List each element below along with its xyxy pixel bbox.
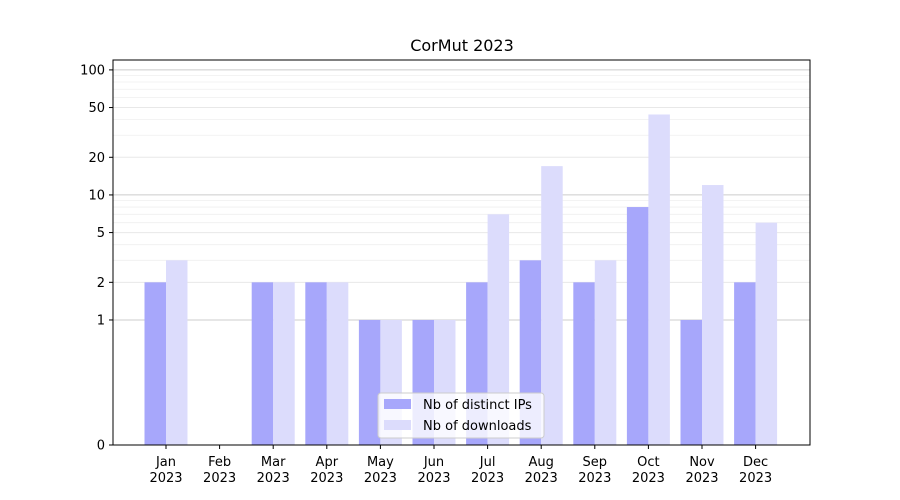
legend-box — [377, 392, 545, 439]
bar-downloads — [273, 282, 295, 445]
bar-downloads — [594, 260, 617, 445]
bar-downloads — [326, 282, 349, 445]
x-tick-label: Jun 2023 — [417, 455, 450, 486]
bar-distinct-ips — [144, 282, 166, 445]
x-tick-label: Feb 2023 — [203, 455, 236, 486]
bar-distinct-ips — [251, 282, 274, 445]
y-axis: 0 1 2 5 10 20 50 100 — [80, 63, 113, 454]
x-tick-label: Aug 2023 — [525, 455, 558, 486]
x-tick-label: Apr 2023 — [310, 455, 343, 486]
x-axis: Jan 2023 Feb 2023 Mar 2023 Apr 2023 May 2023 Jun 20… — [149, 445, 772, 486]
y-tick-label: 5 — [97, 226, 105, 241]
y-tick-label: 1 — [97, 313, 105, 328]
y-tick-label: 20 — [88, 151, 105, 166]
plot-frame — [112, 59, 811, 446]
bar-distinct-ips — [358, 319, 381, 445]
bar-distinct-ips — [305, 282, 327, 445]
x-tick-label: Jan 2023 — [149, 455, 182, 486]
x-tick-label: Nov 2023 — [685, 455, 718, 486]
legend-label: Nb of downloads — [423, 419, 532, 434]
chart-title: CorMut 2023 — [410, 36, 514, 55]
bar-distinct-ips — [626, 207, 649, 445]
bar-distinct-ips — [734, 282, 756, 445]
x-tick-label: Mar 2023 — [257, 455, 290, 486]
y-tick-label: 0 — [97, 439, 105, 454]
legend: Nb of distinct IPs Nb of downloads — [377, 392, 545, 439]
bar-downloads — [702, 185, 724, 445]
legend-swatch — [384, 420, 411, 430]
bar-downloads — [487, 214, 510, 445]
y-tick-label: 2 — [97, 276, 105, 291]
bar-downloads — [648, 114, 670, 445]
x-tick-label: Oct 2023 — [632, 455, 665, 486]
y-tick-label: 100 — [80, 63, 105, 78]
legend-swatch — [384, 399, 411, 409]
y-tick-label: 10 — [88, 188, 105, 203]
x-tick-label: Dec 2023 — [739, 455, 772, 486]
bar-downloads — [166, 260, 188, 445]
legend-label: Nb of distinct IPs — [423, 398, 532, 413]
bar-distinct-ips — [573, 282, 595, 445]
x-tick-label: Sep 2023 — [578, 455, 611, 486]
x-tick-label: May 2023 — [364, 455, 397, 486]
bar-distinct-ips — [680, 319, 702, 445]
bar-downloads — [541, 166, 563, 445]
bar-downloads — [755, 222, 778, 445]
y-tick-label: 50 — [88, 101, 105, 116]
x-tick-label: Jul 2023 — [471, 455, 504, 486]
